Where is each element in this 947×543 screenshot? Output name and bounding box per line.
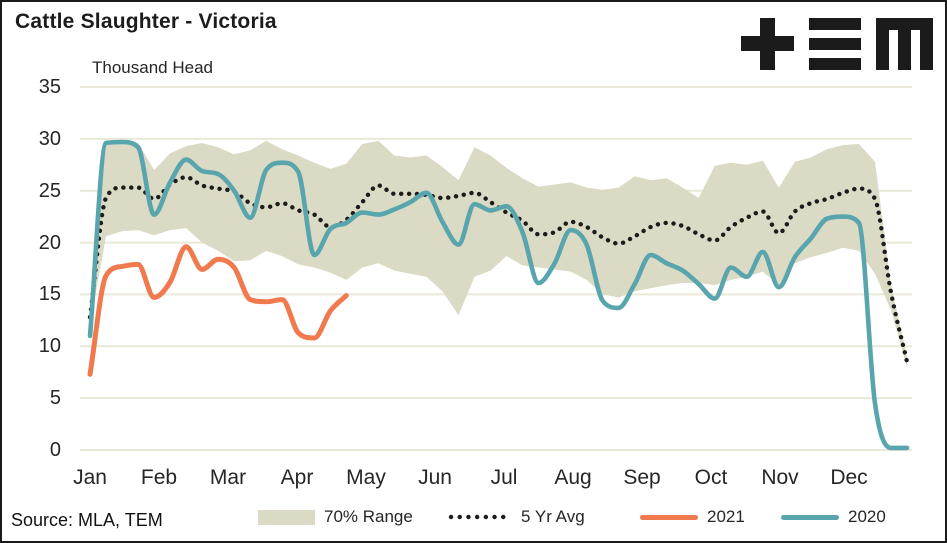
logo-m-icon (876, 18, 889, 70)
y-tick-label: 0 (49, 439, 61, 461)
x-tick-label: Sep (623, 466, 661, 489)
x-tick-label: Jun (418, 466, 452, 489)
y-tick-label: 5 (49, 387, 61, 410)
y-tick-label: 15 (38, 283, 61, 306)
x-tick-label: Feb (140, 466, 178, 489)
tem-logo (741, 16, 933, 72)
source-label: Source: MLA, TEM (11, 510, 163, 530)
y-axis-units-label: Thousand Head (92, 58, 213, 77)
series-line-2021 (87, 244, 349, 377)
y-tick-label: 25 (38, 179, 61, 202)
x-tick-label: May (346, 466, 386, 489)
x-tick-label: Mar (209, 466, 247, 489)
x-tick-label: Apr (280, 466, 314, 489)
x-tick-label: Jan (73, 466, 107, 489)
y-tick-label: 35 (38, 76, 61, 98)
series-line-2020 (87, 139, 910, 451)
x-tick-label: Jul (490, 466, 518, 489)
logo-plus-icon (741, 36, 794, 51)
y-tick-label: 10 (38, 335, 61, 358)
logo-m-icon (920, 18, 933, 70)
range-band (90, 140, 907, 367)
logo-bars-icon (809, 18, 861, 30)
x-tick-label: Aug (554, 466, 592, 489)
logo-bars-icon (809, 58, 861, 70)
chart-title: Cattle Slaughter - Victoria (15, 10, 277, 33)
logo-m-icon (898, 18, 911, 70)
logo-bars-icon (809, 38, 861, 50)
x-tick-label: Dec (830, 466, 868, 489)
y-tick-label: 20 (38, 231, 61, 254)
x-tick-label: Nov (761, 466, 799, 489)
y-tick-label: 30 (38, 127, 61, 150)
x-tick-label: Oct (694, 466, 728, 489)
